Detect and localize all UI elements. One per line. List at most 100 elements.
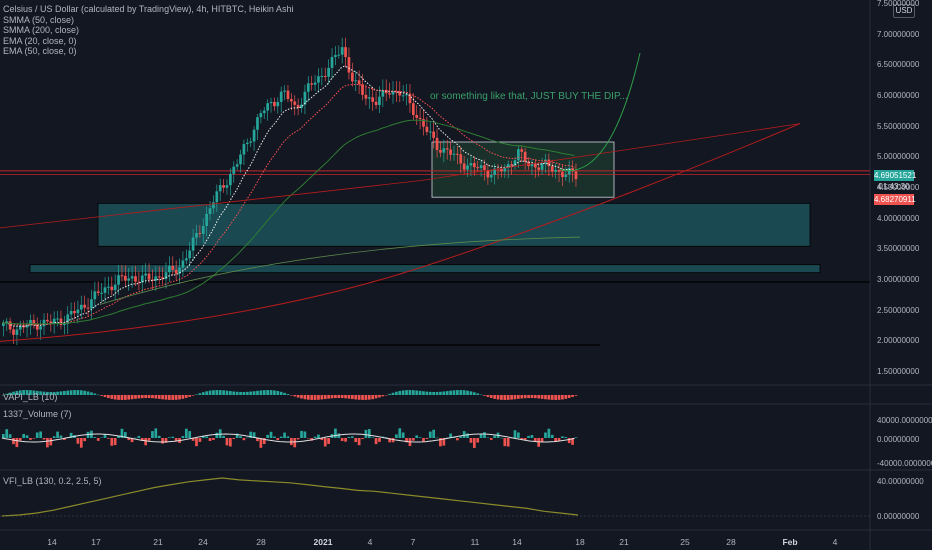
candle <box>381 89 385 97</box>
vapi-bar <box>222 390 225 395</box>
volume-bar <box>523 438 527 441</box>
candle <box>140 275 144 283</box>
vapi-bar <box>117 395 120 400</box>
candle <box>15 329 19 335</box>
vapi-bar <box>445 391 449 395</box>
volume-bar <box>100 437 103 439</box>
volume-bar <box>483 432 486 438</box>
price-prefix: 4. <box>877 182 884 191</box>
volume-line <box>1 433 575 443</box>
vapi-bar <box>293 395 297 397</box>
vapi-bar <box>18 390 22 395</box>
volume-bar <box>59 435 63 438</box>
volume-bar <box>564 437 568 438</box>
vapi-bar <box>96 394 100 396</box>
volume-bar <box>476 438 480 443</box>
volume-bar <box>198 438 202 442</box>
y-tick-label: 5.50000000 <box>877 121 920 131</box>
volume-bar <box>69 432 73 438</box>
indicator-smma-200[interactable]: SMMA (200, close) <box>3 25 80 35</box>
smma-200-line <box>0 123 801 342</box>
candle <box>276 101 280 107</box>
candle <box>567 168 571 175</box>
ema-50-line <box>1 83 575 326</box>
candle <box>422 119 425 127</box>
volume-bar <box>93 437 97 438</box>
vapi-bar <box>500 395 503 400</box>
candle <box>259 113 263 118</box>
chart-annotation[interactable]: or something like that, JUST BUY THE DIP… <box>430 91 628 102</box>
candle <box>110 286 114 291</box>
vfi-pane-label: VFI_LB (130, 0.2, 2.5, 5) <box>3 476 102 486</box>
vapi-bar <box>472 392 476 395</box>
vapi-bar <box>452 390 456 395</box>
vapi-bar <box>215 390 219 395</box>
candle <box>445 148 449 150</box>
vapi-bar <box>371 395 375 400</box>
candle <box>523 151 527 162</box>
candle <box>279 91 283 102</box>
indicator-smma-50[interactable]: SMMA (50, close) <box>3 14 75 25</box>
volume-bar <box>249 431 253 438</box>
volume-bar <box>449 433 452 438</box>
candle <box>334 55 337 57</box>
countdown-tag: 01:43:30 <box>874 181 914 192</box>
candle <box>361 84 364 95</box>
support-zone <box>97 202 811 247</box>
volume-bar <box>266 434 269 438</box>
volume-bar <box>428 431 432 438</box>
y-tick-label: 5.00000000 <box>877 152 920 162</box>
volume-bar <box>127 438 131 441</box>
volume-bar <box>174 438 178 442</box>
volume-bar <box>134 437 137 439</box>
candle <box>564 174 568 178</box>
vapi-bar <box>459 390 463 395</box>
candle <box>374 101 378 106</box>
volume-bar <box>340 438 344 442</box>
vapi-bar <box>52 391 56 395</box>
volume-bar <box>371 437 375 438</box>
candle <box>218 185 222 192</box>
candle <box>29 319 32 326</box>
volume-bar <box>201 435 205 438</box>
volume-bar <box>306 438 310 439</box>
indicator-ema-20[interactable]: EMA (20, close, 0) <box>3 35 77 46</box>
vapi-bar <box>171 395 175 400</box>
vapi-bar <box>401 390 405 395</box>
volume-bar <box>232 438 236 440</box>
vapi-bar <box>286 394 290 395</box>
vapi-bar <box>296 395 300 398</box>
vapi-bar <box>561 395 564 400</box>
volume-bar <box>49 438 53 446</box>
vapi-bar <box>530 395 534 399</box>
vfi-line <box>1 477 579 517</box>
candle <box>134 276 137 282</box>
vapi-bar <box>496 395 500 400</box>
candle <box>286 90 290 100</box>
vapi-bar <box>123 395 127 400</box>
vapi-bar <box>317 395 320 400</box>
x-tick-label: 25 <box>680 537 690 547</box>
candle <box>435 137 439 151</box>
volume-bar <box>168 437 171 438</box>
volume-bar <box>239 436 242 438</box>
volume-bar <box>195 438 198 447</box>
vapi-bar <box>22 390 26 395</box>
candle <box>493 168 497 175</box>
candle <box>388 93 391 95</box>
candle <box>317 76 320 83</box>
vapi-bar <box>66 390 70 395</box>
indicator-ema-50[interactable]: EMA (50, close, 0) <box>3 46 77 56</box>
volume-bar <box>123 432 127 438</box>
vapi-bar <box>39 391 42 395</box>
volume-bar <box>344 438 347 442</box>
volume-bar <box>144 438 148 446</box>
volume-bar <box>32 438 36 439</box>
candle <box>8 321 12 330</box>
volume-bar <box>242 438 246 441</box>
candle <box>39 326 42 330</box>
vapi-bar <box>449 390 452 395</box>
currency-button[interactable]: USD <box>893 4 915 18</box>
vapi-bar <box>242 391 246 395</box>
